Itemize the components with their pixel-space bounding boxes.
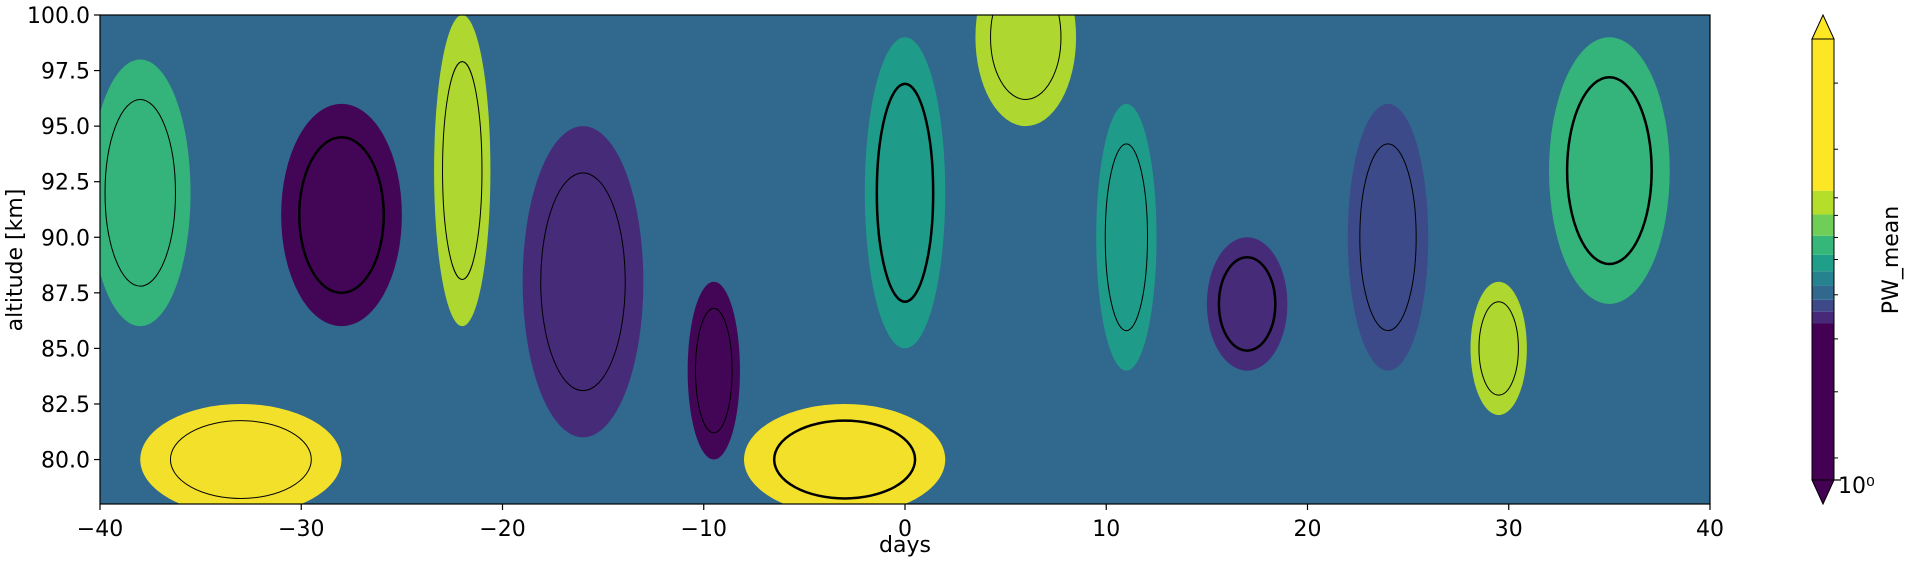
contour-line [1565,75,1653,266]
contour-line [442,61,483,281]
y-tick-label: 85.0 [41,337,90,362]
y-tick-label: 95.0 [41,115,90,140]
colorbar-segment [1812,311,1834,324]
colorbar [1811,13,1841,506]
colorbar-segment [1812,254,1834,272]
y-tick-label: 87.5 [41,282,90,307]
contour-fill-region [522,126,644,438]
x-axis: −40 −30 −20 −10 0 10 20 30 40 [77,504,1724,542]
contour-fill-region [140,403,342,504]
y-tick-label: 82.5 [41,393,90,418]
colorbar-extend-min [1811,479,1835,506]
contour-line [1104,143,1149,332]
contour-line [875,82,935,303]
y-tick-label: 90.0 [41,226,90,251]
colorbar-segment [1812,285,1834,300]
x-tick-label: 20 [1294,517,1322,542]
contour-line [297,136,386,295]
contour-line [772,419,917,500]
x-tick-label: 0 [898,517,912,542]
y-tick-label: 97.5 [41,60,90,85]
x-tick-label: 40 [1696,517,1724,542]
x-axis-label: days [879,533,931,558]
colorbar-segment [1812,299,1834,312]
contour-fill-region [975,15,1077,127]
x-tick-label: −40 [77,517,123,542]
y-axis: 80.0 82.5 85.0 87.5 90.0 92.5 95.0 97.5 100.0 [27,4,100,474]
plot-area [100,15,1710,504]
contour-line [540,172,626,392]
x-tick-label: 10 [1092,517,1120,542]
colorbar-segment [1812,323,1834,480]
y-tick-label: 92.5 [41,171,90,196]
colorbar-tick-label: 10⁰ [1838,474,1875,499]
x-tick-label: −20 [479,517,525,542]
contour-line [1359,143,1417,332]
x-tick-label: −30 [278,517,324,542]
colorbar-label: PW_mean [1879,206,1904,314]
y-tick-label: 80.0 [41,449,90,474]
x-tick-label: 30 [1495,517,1523,542]
colorbar-segment [1812,190,1834,215]
contour-line-layer [104,15,1653,500]
contour-line [104,98,176,287]
colorbar-segment [1812,39,1834,191]
contour-line [1478,301,1519,396]
contour-line [990,15,1062,100]
contour-fill-region [744,403,946,504]
contour-line [694,307,733,434]
y-axis-label: altitude [km] [3,189,28,332]
colorbar-segment [1812,235,1834,255]
colorbar-segment [1812,214,1834,236]
colorbar-extend-max [1811,13,1835,40]
contour-line [169,420,312,499]
y-tick-label: 100.0 [27,4,90,29]
contour-fill-region [100,59,191,327]
x-tick-label: −10 [681,517,727,542]
contour-line [1217,256,1277,352]
colorbar-segment [1812,271,1834,286]
